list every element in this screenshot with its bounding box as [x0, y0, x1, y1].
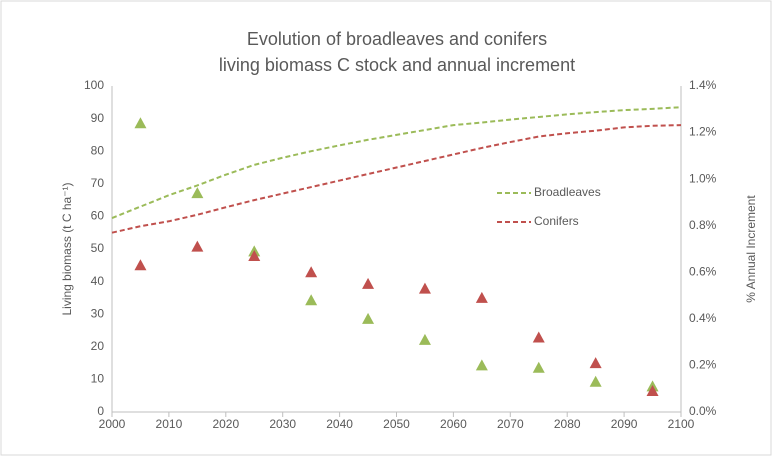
y-tick-label: 60 [91, 209, 105, 223]
triangle-marker [305, 294, 318, 306]
triangle-marker [134, 117, 147, 129]
x-tick-label: 2070 [497, 417, 524, 431]
x-tick-label: 2100 [668, 417, 695, 431]
y2-tick-label: 0.4% [689, 311, 717, 325]
y-tick-label: 90 [91, 111, 105, 125]
y2-tick-label: 1.4% [689, 78, 717, 92]
x-tick-label: 2040 [326, 417, 353, 431]
legend-label: Broadleaves [534, 185, 601, 199]
y-axis-label: Living biomass (t C ha⁻¹) [60, 182, 74, 315]
y-tick-label: 80 [91, 143, 105, 157]
triangle-marker [475, 291, 488, 303]
x-tick-label: 2060 [440, 417, 467, 431]
triangle-marker [362, 312, 375, 324]
triangle-marker [418, 282, 431, 294]
triangle-marker [475, 359, 488, 371]
y-tick-label: 50 [91, 241, 105, 255]
y2-tick-label: 1.2% [689, 125, 717, 139]
y-tick-label: 30 [91, 306, 105, 320]
y-tick-label: 70 [91, 176, 105, 190]
triangle-marker [191, 187, 204, 199]
triangle-marker [305, 266, 318, 278]
triangle-marker [418, 333, 431, 345]
triangle-marker [532, 361, 545, 373]
y2-tick-label: 0.6% [689, 264, 717, 278]
triangle-marker [362, 277, 375, 289]
x-tick-label: 2080 [554, 417, 581, 431]
y-tick-label: 20 [91, 339, 105, 353]
series-line [111, 106, 682, 219]
y-tick-label: 10 [91, 372, 105, 386]
y-tick-label: 0 [97, 404, 104, 418]
triangle-marker [191, 240, 204, 252]
x-tick-label: 2000 [99, 417, 126, 431]
y-tick-label: 40 [91, 274, 105, 288]
triangle-marker [134, 259, 147, 271]
x-tick-label: 2030 [269, 417, 296, 431]
triangle-marker [646, 385, 659, 397]
triangle-marker [589, 357, 602, 369]
x-tick-label: 2050 [383, 417, 410, 431]
y2-tick-label: 0.0% [689, 404, 717, 418]
x-tick-label: 2010 [156, 417, 183, 431]
y-tick-label: 100 [84, 78, 104, 92]
triangle-marker [589, 375, 602, 387]
y2-tick-label: 0.8% [689, 218, 717, 232]
y2-tick-label: 0.2% [689, 358, 717, 372]
legend-label: Conifers [534, 214, 579, 228]
triangle-marker [532, 331, 545, 343]
chart-title: Evolution of broadleaves and conifers [247, 29, 547, 49]
chart-title: living biomass C stock and annual increm… [219, 55, 575, 75]
y2-tick-label: 1.0% [689, 171, 717, 185]
triangle-marker [248, 249, 261, 261]
x-tick-label: 2090 [611, 417, 638, 431]
series-line [111, 124, 682, 234]
y2-axis-label: % Annual Increment [744, 195, 758, 303]
x-tick-label: 2020 [212, 417, 239, 431]
